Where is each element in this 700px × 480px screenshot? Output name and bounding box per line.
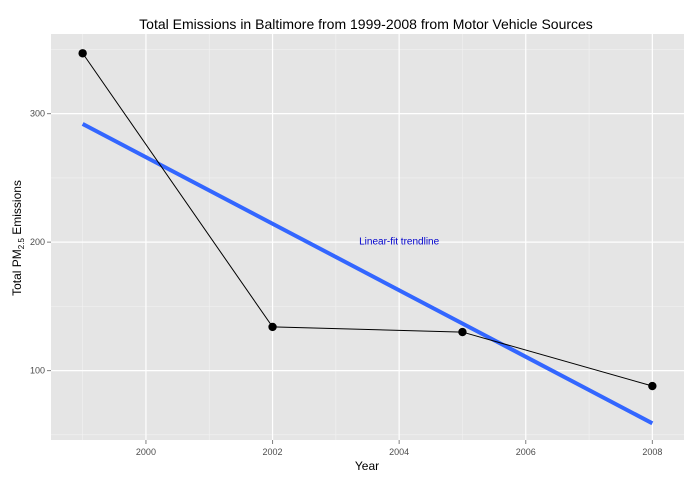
data-point [268,322,277,332]
y-tick-label: 200 [30,237,45,247]
y-axis-title: Total PM2.5 Emissions [10,180,26,296]
x-axis-ticks: 2000 2002 2004 2006 2008 [136,440,662,457]
plot-panel [51,34,684,440]
series-line [82,52,653,387]
x-tick-label: 2004 [389,447,409,457]
y-axis-title-main: Total PM [10,249,24,296]
data-point [648,381,657,391]
y-axis-title-subscript: 2.5 [17,238,26,250]
major-gridlines [51,34,684,440]
x-tick-label: 2002 [263,447,283,457]
chart-title: Total Emissions in Baltimore from 1999-2… [139,16,593,32]
minor-gridlines [51,34,684,440]
y-axis-ticks: 100 200 300 [30,109,51,376]
data-point [458,327,467,337]
data-point [78,49,87,58]
y-tick-label: 300 [30,109,45,119]
linear-trendline [81,122,654,426]
x-tick-label: 2006 [516,447,536,457]
x-axis-title: Year [355,459,379,473]
trendline-annotation: Linear-fit trendline [359,237,439,248]
y-tick-label: 100 [30,366,45,376]
x-tick-label: 2008 [642,447,662,457]
x-tick-label: 2000 [136,447,156,457]
y-axis-title-suffix: Emissions [10,180,24,238]
series-total-emissions [78,49,657,391]
